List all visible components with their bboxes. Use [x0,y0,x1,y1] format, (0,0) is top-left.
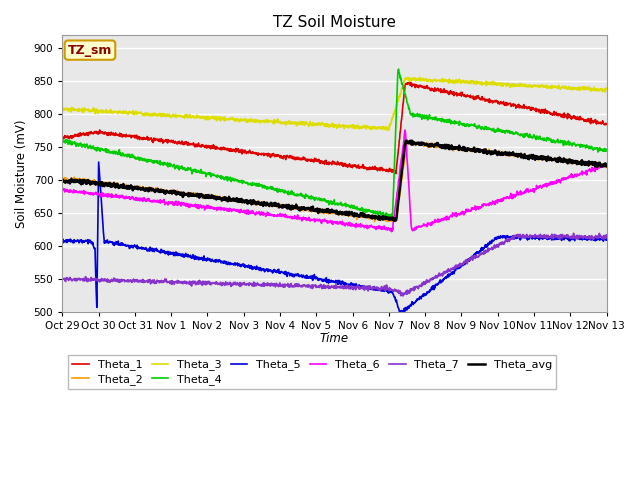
Theta_1 [100,130,108,135]
Line: Theta_3: Theta_3 [62,77,607,131]
Theta_4 [368,209,376,215]
Line: Theta_1: Theta_1 [62,82,607,174]
Theta_avg [123,183,131,189]
Line: Theta_2: Theta_2 [62,141,607,222]
Theta_5 [101,238,109,244]
Theta_5 [397,311,404,317]
Theta_3 [603,86,611,92]
Theta_3 [368,126,376,132]
Theta_5 [95,159,102,165]
Line: Theta_4: Theta_4 [62,69,607,217]
Theta_6 [289,215,297,220]
Theta_7 [100,276,108,282]
Line: Theta_7: Theta_7 [62,233,607,296]
Theta_3 [385,128,392,133]
Theta_4 [123,152,131,158]
Theta_7 [289,284,297,290]
Legend: Theta_1, Theta_2, Theta_3, Theta_4, Theta_5, Theta_6, Theta_7, Theta_avg: Theta_1, Theta_2, Theta_3, Theta_4, Thet… [68,355,556,389]
Theta_avg [310,208,318,214]
Theta_6 [603,162,611,168]
Theta_1 [123,133,131,139]
Theta_7 [570,230,577,236]
Title: TZ Soil Moisture: TZ Soil Moisture [273,15,396,30]
Theta_5 [301,274,308,279]
Theta_2 [100,182,108,188]
Theta_7 [310,283,318,289]
Theta_7 [368,287,376,293]
Line: Theta_5: Theta_5 [62,162,607,314]
Theta_3 [416,74,424,80]
Theta_5 [603,237,611,242]
Theta_7 [123,278,131,284]
Theta_4 [58,138,66,144]
Theta_avg [603,163,611,169]
Theta_2 [406,138,413,144]
Theta_5 [123,243,131,249]
Theta_3 [100,108,108,114]
Theta_6 [58,187,66,193]
Theta_6 [301,216,308,222]
Theta_6 [368,224,376,230]
Theta_4 [603,148,611,154]
Theta_2 [58,179,66,184]
Theta_4 [100,147,108,153]
Theta_avg [301,206,308,212]
Theta_6 [123,195,131,201]
Theta_avg [58,177,66,182]
Theta_2 [123,182,131,188]
Theta_3 [301,121,308,127]
Theta_3 [123,109,131,115]
Theta_7 [58,275,66,281]
Theta_6 [401,127,409,133]
Theta_4 [310,195,318,201]
Theta_5 [290,272,298,278]
Theta_7 [603,233,611,239]
Theta_6 [310,216,318,222]
Theta_1 [368,166,376,172]
Theta_2 [310,208,318,214]
Theta_avg [289,204,297,210]
Theta_5 [311,275,319,281]
Text: TZ_sm: TZ_sm [68,44,112,57]
Theta_7 [301,283,308,288]
Theta_1 [289,155,297,161]
Theta_avg [100,183,108,189]
Theta_4 [386,215,394,220]
Theta_5 [369,287,376,292]
Theta_1 [603,121,611,127]
Theta_3 [310,121,318,127]
Theta_3 [289,120,297,125]
Theta_4 [289,192,297,197]
Theta_2 [603,164,611,170]
Theta_avg [403,138,410,144]
Theta_avg [392,217,399,223]
Y-axis label: Soil Moisture (mV): Soil Moisture (mV) [15,119,28,228]
Line: Theta_6: Theta_6 [62,130,607,232]
Theta_2 [289,204,297,210]
Theta_4 [301,195,308,201]
Theta_1 [301,156,308,162]
Theta_5 [58,240,66,245]
Theta_1 [406,79,413,85]
Theta_3 [58,106,66,112]
Theta_6 [388,229,396,235]
Theta_2 [301,205,308,211]
Theta_1 [310,158,318,164]
Line: Theta_avg: Theta_avg [62,141,607,220]
Theta_7 [399,293,407,299]
Theta_2 [368,216,376,222]
Theta_4 [395,66,403,72]
Theta_1 [392,171,400,177]
Theta_avg [368,213,376,218]
Theta_6 [100,192,108,197]
Theta_1 [58,134,66,140]
Theta_2 [389,219,397,225]
X-axis label: Time: Time [320,332,349,345]
